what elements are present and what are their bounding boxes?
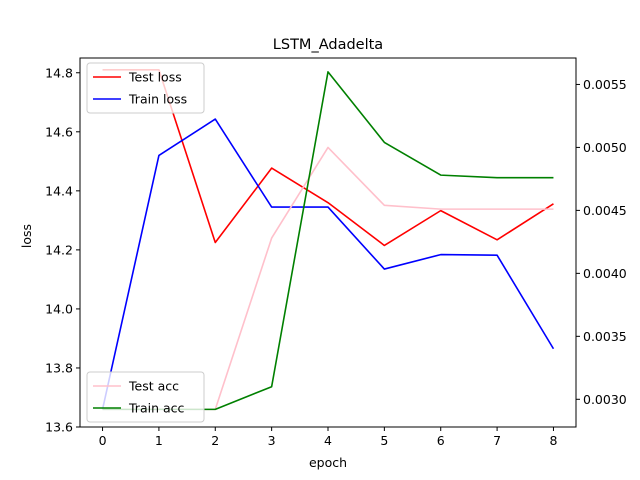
y-right-tick-label: 0.0055 xyxy=(583,77,627,92)
legend-box-top-left xyxy=(86,62,205,114)
y-right-tick-label: 0.0040 xyxy=(583,266,627,281)
x-tick-label: 5 xyxy=(380,433,388,448)
y-right-tick-label: 0.0035 xyxy=(583,329,627,344)
x-tick-label: 4 xyxy=(324,433,332,448)
x-tick-label: 7 xyxy=(493,433,501,448)
plot-area: 0 1 2 3 4 5 6 7 8 13.6 13.8 14.0 14.2 14.4 14.6 14.8 0.0… xyxy=(45,57,627,448)
y-right-tick-label: 0.0045 xyxy=(583,203,627,218)
legend-label: Test loss xyxy=(128,70,182,85)
legend-label: Train loss xyxy=(128,92,187,107)
x-tick-label: 3 xyxy=(268,433,276,448)
x-tick-label: 1 xyxy=(155,433,163,448)
series-line-test-loss xyxy=(102,69,554,247)
x-tick-label: 0 xyxy=(99,433,107,448)
x-axis-label: epoch xyxy=(309,455,347,470)
chart-title: LSTM_Adadelta xyxy=(273,37,383,53)
series-line-test-acc xyxy=(102,146,554,411)
series-line-train-loss xyxy=(101,118,555,410)
y-tick-label: 14.6 xyxy=(45,124,73,139)
legend-box-bottom-left xyxy=(86,371,205,423)
x-tick-label: 2 xyxy=(211,433,219,448)
y-right-tick-label: 0.0030 xyxy=(583,392,627,407)
series-line-train-acc xyxy=(102,71,554,411)
y-axis-label: loss xyxy=(19,224,34,248)
y-tick-label: 14.0 xyxy=(45,301,73,316)
y-tick-label: 14.2 xyxy=(45,242,73,257)
y-right-tick-label: 0.0050 xyxy=(583,140,627,155)
y-tick-label: 13.6 xyxy=(45,420,73,435)
legend-label: Train acc xyxy=(128,401,184,416)
x-tick-label: 8 xyxy=(549,433,557,448)
legend-label: Test acc xyxy=(128,379,179,394)
x-tick-label: 6 xyxy=(437,433,445,448)
y-tick-label: 14.8 xyxy=(45,65,73,80)
y-tick-label: 14.4 xyxy=(45,183,73,198)
y-tick-label: 13.8 xyxy=(45,360,73,375)
